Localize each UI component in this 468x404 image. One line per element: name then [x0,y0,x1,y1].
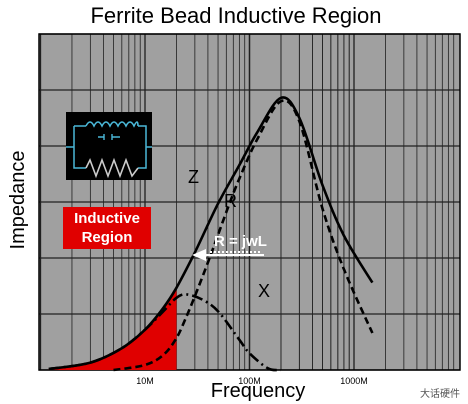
inset-wires [66,125,152,169]
plot-frame [38,33,461,371]
series-label-z: Z [188,167,199,187]
inset-inductor [85,121,139,128]
series-label-x: X [258,281,270,301]
inductive-region-label-line1: Inductive [74,210,140,227]
ferrite-bead-equivalent-circuit-icon [66,112,152,180]
x-tick-label: 10M [136,376,154,386]
formula-arrowhead [192,249,206,261]
series-line-x [48,293,282,372]
inset-resistor [85,157,139,179]
inductive-region-label-line2: Region [82,229,133,246]
inductive-region-label-box [63,207,151,249]
grid [38,33,461,371]
formula-label: R = jwL [214,233,267,250]
inductive-region-fill [48,287,177,370]
series-lines [48,96,374,372]
x-tick-label: 1000M [340,376,368,386]
y-axis-label: Impedance [7,151,29,250]
series-line-r [113,99,374,372]
watermark: 大话硬件 [420,389,460,400]
chart-title: Ferrite Bead Inductive Region [90,3,381,28]
x-axis-label: Frequency [211,380,306,402]
x-tick-label: 100M [238,376,261,386]
inset-capacitor [98,134,120,140]
series-label-r: R [224,191,237,211]
x-tick-labels: 10M 100M 1000M [136,376,368,386]
